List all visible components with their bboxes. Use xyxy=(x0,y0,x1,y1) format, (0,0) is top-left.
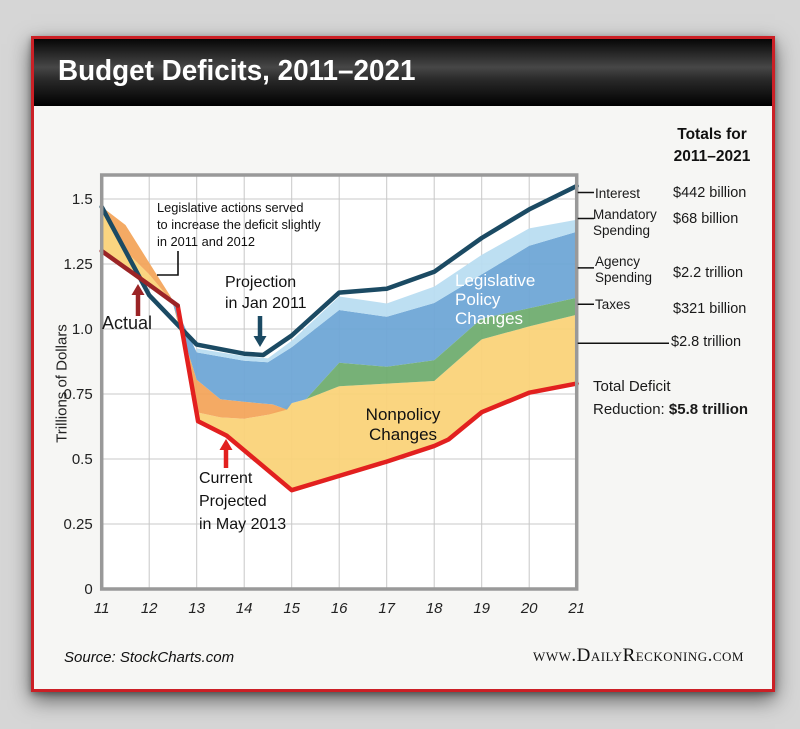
annotation-line: in Jan 2011 xyxy=(225,295,307,312)
band-label-line: Changes xyxy=(455,309,524,328)
band-label-line: Legislative xyxy=(455,271,536,290)
footer-source: Source: StockCharts.com xyxy=(64,649,235,666)
legend-label-line: Spending xyxy=(593,223,651,238)
annotation-actual: Actual xyxy=(102,313,153,333)
annotation-projection-jan-2011: Projection in Jan 2011 xyxy=(225,272,307,314)
page-title: Budget Deficits, 2011–2021 xyxy=(58,55,416,87)
legend-label-mandatory-spending: Mandatory Spending xyxy=(593,207,657,239)
footer-site-url[interactable]: www.DailyReckoning.com xyxy=(533,645,744,666)
legend-value-nonpolicy-total: $2.8 trillion xyxy=(671,334,742,350)
legend-label-agency-spending: Agency Spending xyxy=(595,254,652,286)
annotation-current-projected: Current Projected in May 2013 xyxy=(199,467,286,536)
annotation-line: in May 2013 xyxy=(199,516,287,533)
legend-label-line: Mandatory xyxy=(593,207,657,222)
band-label-line: Nonpolicy xyxy=(365,405,441,424)
totals-panel-header: Totals for 2011–2021 xyxy=(652,124,772,168)
annotation-line: Projected xyxy=(199,493,267,510)
legend-value-agency-spending: $2.2 trillion xyxy=(673,265,744,281)
legend-label-taxes: Taxes xyxy=(595,297,631,312)
band-label-line: Policy xyxy=(455,290,501,309)
legend-value-taxes: $321 billion xyxy=(673,301,747,317)
legend-label-line: Agency xyxy=(595,254,641,269)
legend-label-interest: Interest xyxy=(595,186,641,201)
y-axis-title: Trillions of Dollars xyxy=(53,324,71,443)
legend-value-interest: $442 billion xyxy=(673,185,747,201)
label-legislative-policy-changes: Legislative Policy Changes xyxy=(455,271,535,328)
legend-value-mandatory-spending: $68 billion xyxy=(673,211,739,227)
total-deficit-value: $5.8 trillion xyxy=(668,401,749,418)
total-deficit-line2: Reduction: $5.8 trillion xyxy=(593,401,748,418)
annotation-line: in 2011 and 2012 xyxy=(157,234,255,249)
total-deficit-line1: Total Deficit xyxy=(593,378,671,395)
annotation-line: Projection xyxy=(225,274,297,291)
totals-title-line: Totals for xyxy=(677,126,747,143)
header-bar: Budget Deficits, 2011–2021 xyxy=(34,39,772,106)
annotation-line: to increase the deficit slightly xyxy=(157,217,321,232)
annotation-legislative-note: Legislative actions served to increase t… xyxy=(157,199,321,250)
total-deficit-prefix: Reduction: xyxy=(593,401,669,418)
totals-title-line: 2011–2021 xyxy=(673,148,751,165)
annotation-line: Current xyxy=(199,470,253,487)
legend-label-line: Spending xyxy=(595,270,653,285)
band-label-line: Changes xyxy=(368,425,438,444)
label-nonpolicy-changes: Nonpolicy Changes xyxy=(343,405,463,445)
annotation-line: Legislative actions served xyxy=(157,200,304,215)
